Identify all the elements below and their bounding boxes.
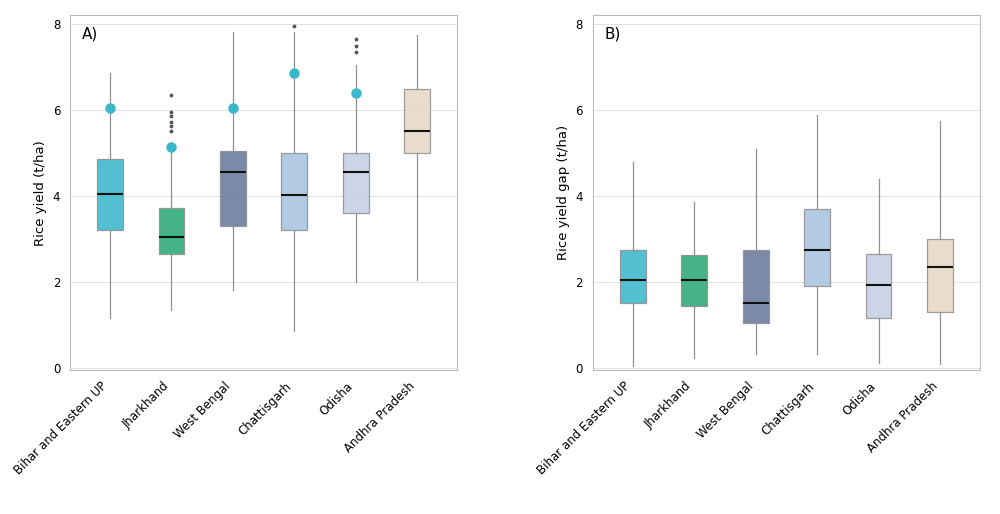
PathPatch shape bbox=[804, 209, 830, 286]
Text: B): B) bbox=[604, 26, 621, 41]
PathPatch shape bbox=[97, 159, 123, 230]
PathPatch shape bbox=[620, 250, 646, 303]
PathPatch shape bbox=[866, 254, 891, 319]
PathPatch shape bbox=[927, 239, 953, 312]
PathPatch shape bbox=[404, 88, 430, 153]
PathPatch shape bbox=[681, 255, 707, 306]
PathPatch shape bbox=[159, 208, 184, 254]
Text: A): A) bbox=[82, 26, 98, 41]
PathPatch shape bbox=[743, 250, 769, 323]
Y-axis label: Rice yield (t/ha): Rice yield (t/ha) bbox=[34, 140, 47, 246]
PathPatch shape bbox=[281, 153, 307, 230]
PathPatch shape bbox=[220, 151, 246, 226]
PathPatch shape bbox=[343, 153, 369, 213]
Y-axis label: Rice yield gap (t/ha): Rice yield gap (t/ha) bbox=[557, 125, 570, 260]
